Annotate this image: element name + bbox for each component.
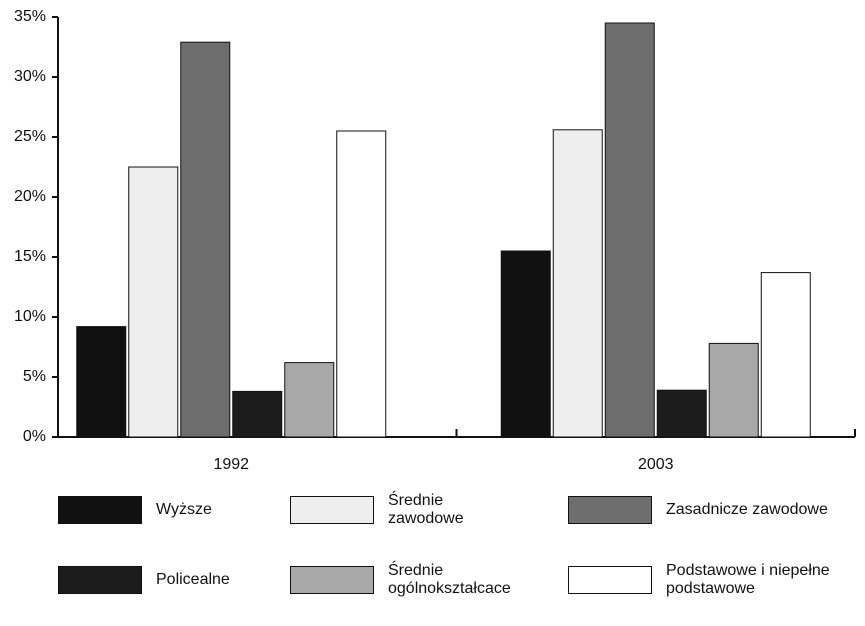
- legend-label: Średnie zawodowe: [388, 492, 464, 527]
- legend-swatch: [290, 566, 374, 594]
- legend-item: Policealne: [58, 562, 266, 598]
- y-tick-label: 0%: [23, 428, 46, 445]
- y-tick-label: 15%: [14, 248, 46, 265]
- bar: [180, 41, 231, 438]
- y-tick-label: 5%: [23, 368, 46, 385]
- legend-item: Średnie ogólnokształcace: [290, 562, 511, 598]
- bar: [232, 390, 283, 438]
- bar: [552, 129, 603, 438]
- legend-label: Zasadnicze zawodowe: [666, 501, 828, 518]
- legend-swatch: [58, 566, 142, 594]
- legend-swatch: [568, 496, 652, 524]
- legend-label: Wyższe: [156, 501, 212, 518]
- y-tick-label: 25%: [14, 128, 46, 145]
- x-tick-label: 1992: [213, 456, 249, 473]
- legend-swatch: [290, 496, 374, 524]
- bar: [708, 342, 759, 438]
- bar: [76, 326, 127, 438]
- bar: [656, 389, 707, 438]
- legend-item: Zasadnicze zawodowe: [568, 492, 865, 528]
- legend-label: Podstawowe i niepełne podstawowe: [666, 562, 830, 597]
- legend-swatch: [568, 566, 652, 594]
- legend-label: Policealne: [156, 571, 230, 588]
- legend-item: Podstawowe i niepełne podstawowe: [568, 562, 865, 598]
- bar: [284, 362, 335, 438]
- legend-label: Średnie ogólnokształcace: [388, 562, 511, 597]
- x-tick-label: 2003: [638, 456, 674, 473]
- y-tick-label: 35%: [14, 8, 46, 25]
- legend-swatch: [58, 496, 142, 524]
- y-tick-label: 10%: [14, 308, 46, 325]
- y-tick-label: 20%: [14, 188, 46, 205]
- bar: [500, 250, 551, 438]
- bar: [604, 22, 655, 438]
- bar: [336, 130, 387, 438]
- legend-item: Średnie zawodowe: [290, 492, 498, 528]
- bar: [128, 166, 179, 438]
- legend-item: Wyższe: [58, 492, 266, 528]
- y-tick-label: 30%: [14, 68, 46, 85]
- bar: [760, 272, 811, 438]
